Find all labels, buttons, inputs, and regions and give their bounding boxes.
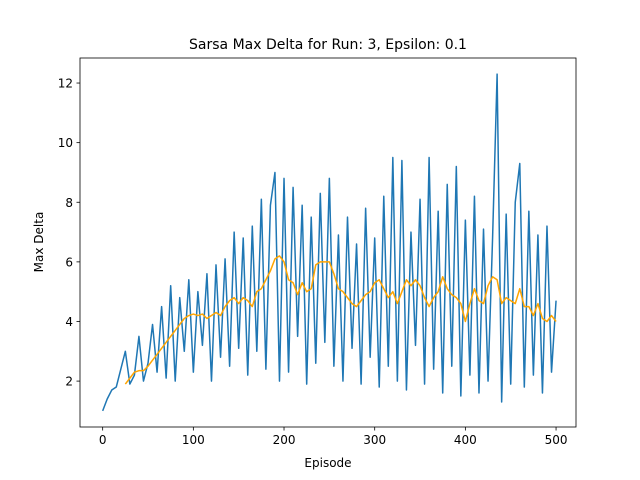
- y-tick-label: 6: [65, 255, 73, 269]
- x-tick-label: 0: [99, 433, 107, 447]
- y-tick-label: 2: [65, 375, 73, 389]
- chart-title: Sarsa Max Delta for Run: 3, Epsilon: 0.1: [189, 37, 467, 53]
- series-line: [124, 255, 557, 385]
- x-tick-label: 200: [273, 433, 296, 447]
- x-tick-label: 400: [454, 433, 477, 447]
- y-tick-label: 12: [58, 77, 73, 91]
- x-tick-label: 500: [545, 433, 568, 447]
- x-tick-label: 300: [363, 433, 386, 447]
- y-tick-label: 4: [65, 315, 73, 329]
- y-tick-label: 8: [65, 196, 73, 210]
- y-axis-label: Max Delta: [32, 212, 46, 273]
- x-tick-label: 100: [182, 433, 205, 447]
- y-tick-label: 10: [58, 136, 73, 150]
- plot-frame: [79, 57, 577, 428]
- x-axis-label: Episode: [304, 456, 351, 470]
